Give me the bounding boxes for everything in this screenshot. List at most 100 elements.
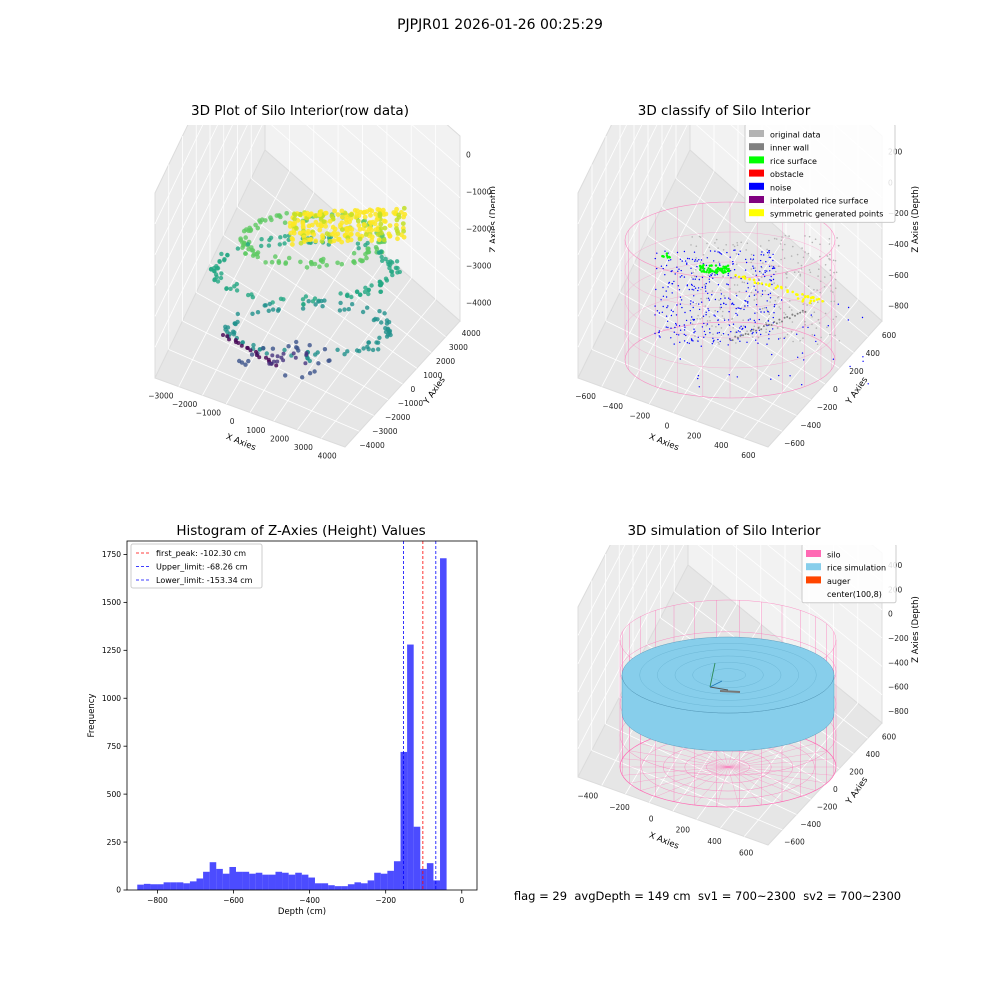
p1-point: [376, 347, 381, 352]
p2-point-original: [784, 234, 787, 237]
panel2-title: 3D classify of Silo Interior: [637, 103, 811, 119]
p1-ytick-label: 0: [411, 385, 416, 394]
p2-point-noise: [670, 337, 672, 339]
p1-point: [307, 343, 312, 348]
p1-point: [263, 218, 268, 223]
p2-point-noise: [662, 286, 664, 289]
p2-point-noise: [671, 283, 673, 285]
p2-legend-swatch: [749, 143, 764, 151]
p2-point-noise: [732, 323, 735, 325]
p2-point-noise: [734, 249, 736, 251]
p2-point-noise: [713, 260, 715, 262]
p2-point-rice: [710, 269, 714, 272]
p2-point-rice: [724, 270, 727, 274]
p2-point-noise: [656, 252, 658, 254]
p2-point-noise: [675, 324, 678, 326]
p2-point-noise: [673, 280, 675, 283]
histogram-bar: [367, 880, 375, 890]
p2-point-noise: [703, 336, 705, 338]
p2-legend-swatch: [749, 130, 764, 137]
p2-point-original: [700, 288, 702, 291]
p1-point: [259, 237, 264, 242]
p1-side-grid: [154, 125, 204, 225]
p2-xtick-label: 400: [714, 441, 729, 450]
p2-point-noise: [762, 273, 764, 275]
p2-point-original: [727, 323, 730, 326]
p2-point-original: [808, 235, 811, 238]
p1-point: [372, 221, 378, 227]
p2-point-original: [693, 275, 696, 278]
p4-xtick-label: 600: [739, 848, 754, 857]
p2-point-noise: [783, 337, 785, 339]
p2-point-noise: [758, 329, 761, 331]
p2-point-original: [810, 292, 812, 294]
p2-point-original: [763, 307, 766, 309]
p2-point-noise: [670, 259, 672, 261]
p2-point-noise: [729, 298, 731, 301]
p2-point-original: [696, 318, 698, 320]
p2-point-original: [755, 293, 757, 296]
p2-point-noise: [849, 365, 851, 368]
histogram-bar: [262, 874, 269, 890]
p2-point-original: [742, 325, 745, 327]
p1-point: [349, 212, 354, 218]
p2-point-original: [755, 298, 758, 300]
p1-xtick-label: −2000: [172, 400, 198, 409]
p1-point: [378, 282, 383, 288]
p2-point-original: [718, 261, 720, 263]
p1-point: [352, 208, 358, 213]
p1-point: [342, 352, 347, 357]
p1-point: [381, 237, 387, 243]
p2-point-noise: [713, 339, 715, 342]
p2-side-grid: [577, 125, 643, 255]
p2-point-noise: [662, 305, 664, 308]
p2-point-original: [799, 340, 801, 342]
p2-point-noise: [735, 307, 737, 310]
p4-silo-floor-spoke: [694, 766, 729, 806]
p1-point: [225, 334, 230, 339]
p2-point-original: [788, 235, 790, 237]
p2-point-noise: [740, 308, 742, 310]
p1-point: [340, 227, 345, 232]
p1-point: [290, 237, 296, 242]
p1-point: [332, 226, 338, 232]
p4-silo-floor-spoke: [727, 758, 834, 768]
p2-point-noise: [654, 257, 656, 260]
p2-point-noise: [726, 251, 728, 254]
p2-point-original: [811, 316, 813, 318]
p2-point-noise: [752, 258, 755, 260]
p2-point-noise: [714, 274, 716, 276]
p2-point-noise: [694, 278, 696, 280]
p2-point-noise: [688, 342, 690, 344]
histogram-bar: [176, 882, 184, 890]
p2-ztick-label: −800: [888, 302, 909, 311]
p2-point-noise: [705, 290, 707, 292]
p2-point-noise: [679, 303, 682, 305]
p2-point-noise: [716, 273, 718, 276]
p2-point-noise: [730, 331, 732, 333]
p2-point-original: [824, 264, 827, 266]
p2-zlabel: Z Axies (Depth): [911, 186, 920, 253]
p2-point-original: [829, 253, 831, 256]
p2-point-original: [781, 236, 783, 238]
p2-point-original: [790, 255, 793, 257]
p2-point-original: [765, 331, 767, 333]
p2-point-noise: [763, 311, 765, 313]
p2-point-noise: [719, 252, 721, 254]
p1-point: [323, 223, 328, 229]
histogram-xtick-label: −200: [375, 896, 396, 905]
p4-floor-grid: [743, 702, 859, 837]
p1-point: [365, 305, 370, 310]
p2-point-original: [715, 238, 718, 241]
p2-point-original: [809, 271, 812, 274]
p2-point-symmetric: [776, 285, 779, 288]
p2-point-noise: [685, 334, 687, 337]
p1-point: [225, 252, 230, 258]
p1-point: [274, 213, 280, 218]
p1-point: [255, 310, 261, 315]
histogram-ytick-label: 750: [107, 742, 122, 751]
p2-point-noise: [712, 341, 715, 343]
p2-point-original: [736, 242, 738, 244]
p2-point-rice: [727, 267, 730, 271]
p2-point-noise: [767, 293, 770, 296]
